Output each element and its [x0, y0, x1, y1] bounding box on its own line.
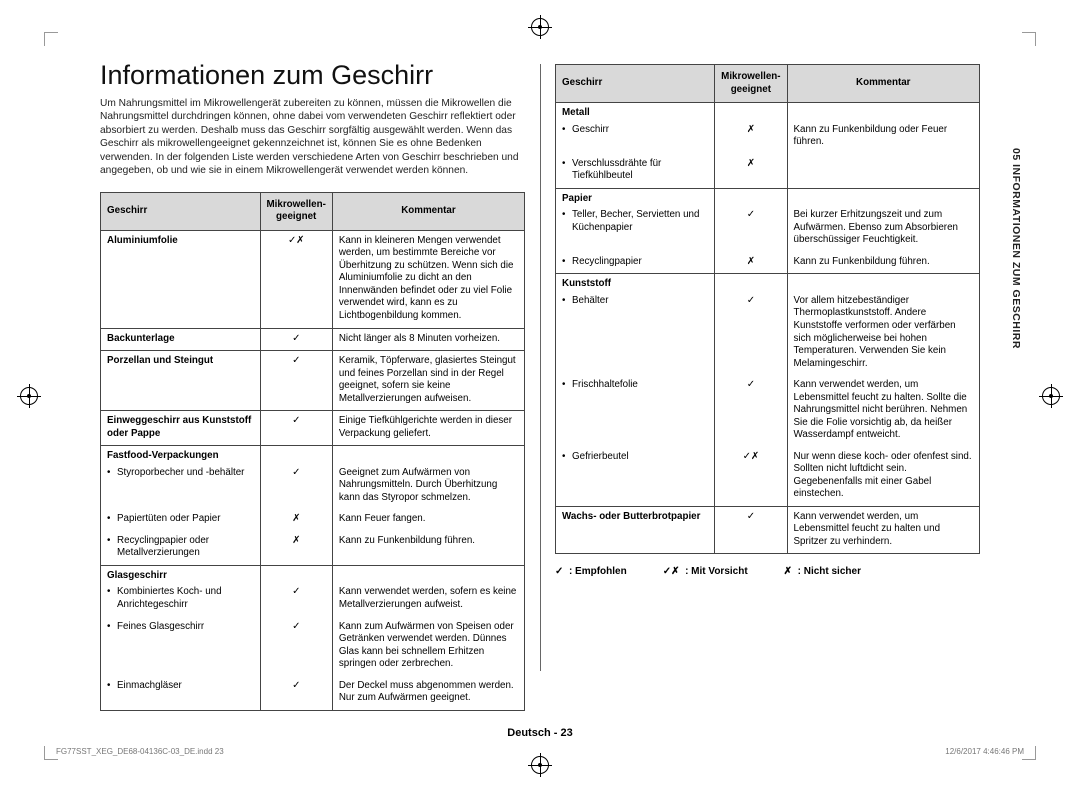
table-row: •Verschlussdrähte für Tiefkühlbeutel✗ — [556, 154, 980, 189]
table-row: •Geschirr✗Kann zu Funkenbildung oder Feu… — [556, 120, 980, 154]
intro-paragraph: Um Nahrungsmittel im Mikrowellengerät zu… — [100, 97, 525, 178]
table-row: Einweggeschirr aus Kunststoff oder Pappe… — [101, 411, 525, 446]
page-footer: Deutsch - 23 — [100, 727, 980, 739]
table-row: •Behälter✓Vor allem hitzebeständiger The… — [556, 291, 980, 375]
page-title: Informationen zum Geschirr — [100, 60, 525, 91]
cookware-table-left: Geschirr Mikrowellen-geeignet Kommentar … — [100, 192, 525, 711]
table-row: •Gefrierbeutel✓✗Nur wenn diese koch- ode… — [556, 447, 980, 507]
registration-mark-icon — [531, 18, 549, 36]
table-row: Papier — [556, 188, 980, 205]
table-row: Backunterlage✓Nicht länger als 8 Minuten… — [101, 328, 525, 351]
table-row: Kunststoff — [556, 274, 980, 291]
table-row: •Frischhaltefolie✓Kann verwendet werden,… — [556, 375, 980, 447]
table-row: Metall — [556, 103, 980, 120]
col-header: Kommentar — [332, 192, 524, 230]
table-row: •Recyclingpapier✗Kann zu Funkenbildung f… — [556, 252, 980, 274]
table-row: Glasgeschirr — [101, 565, 525, 582]
registration-mark-icon — [531, 756, 549, 774]
table-row: Aluminiumfolie✓✗Kann in kleineren Mengen… — [101, 230, 525, 328]
table-row: •Feines Glasgeschirr✓Kann zum Aufwärmen … — [101, 617, 525, 676]
table-row: •Papiertüten oder Papier✗Kann Feuer fang… — [101, 509, 525, 531]
table-row: Wachs- oder Butterbrotpapier✓Kann verwen… — [556, 506, 980, 554]
col-header: Mikrowellen-geeignet — [260, 192, 332, 230]
cookware-table-right: Geschirr Mikrowellen-geeignet Kommentar … — [555, 64, 980, 554]
table-row: Fastfood-Verpackungen — [101, 446, 525, 463]
print-timestamp: 12/6/2017 4:46:46 PM — [945, 747, 1024, 756]
col-header: Geschirr — [101, 192, 261, 230]
table-row: •Teller, Becher, Servietten und Küchenpa… — [556, 205, 980, 252]
table-row: •Kombiniertes Koch- und Anrichtegeschirr… — [101, 582, 525, 616]
col-header: Geschirr — [556, 65, 715, 103]
registration-mark-icon — [1042, 387, 1060, 405]
col-header: Kommentar — [787, 65, 979, 103]
print-footer: FG77SST_XEG_DE68-04136C-03_DE.indd 23 12… — [56, 747, 1024, 756]
table-row: •Einmachgläser✓Der Deckel muss abgenomme… — [101, 676, 525, 711]
section-side-tab: 05 INFORMATIONEN ZUM GESCHIRR — [1010, 148, 1022, 349]
registration-mark-icon — [20, 387, 38, 405]
legend: ✓ : Empfohlen ✓✗ : Mit Vorsicht ✗ : Nich… — [555, 566, 980, 577]
print-file-info: FG77SST_XEG_DE68-04136C-03_DE.indd 23 — [56, 747, 224, 756]
col-header: Mikrowellen-geeignet — [715, 65, 787, 103]
table-row: •Styroporbecher und -behälter✓Geeignet z… — [101, 463, 525, 510]
table-row: Porzellan und Steingut✓Keramik, Töpferwa… — [101, 351, 525, 411]
table-row: •Recyclingpapier oder Metallverzierungen… — [101, 531, 525, 566]
